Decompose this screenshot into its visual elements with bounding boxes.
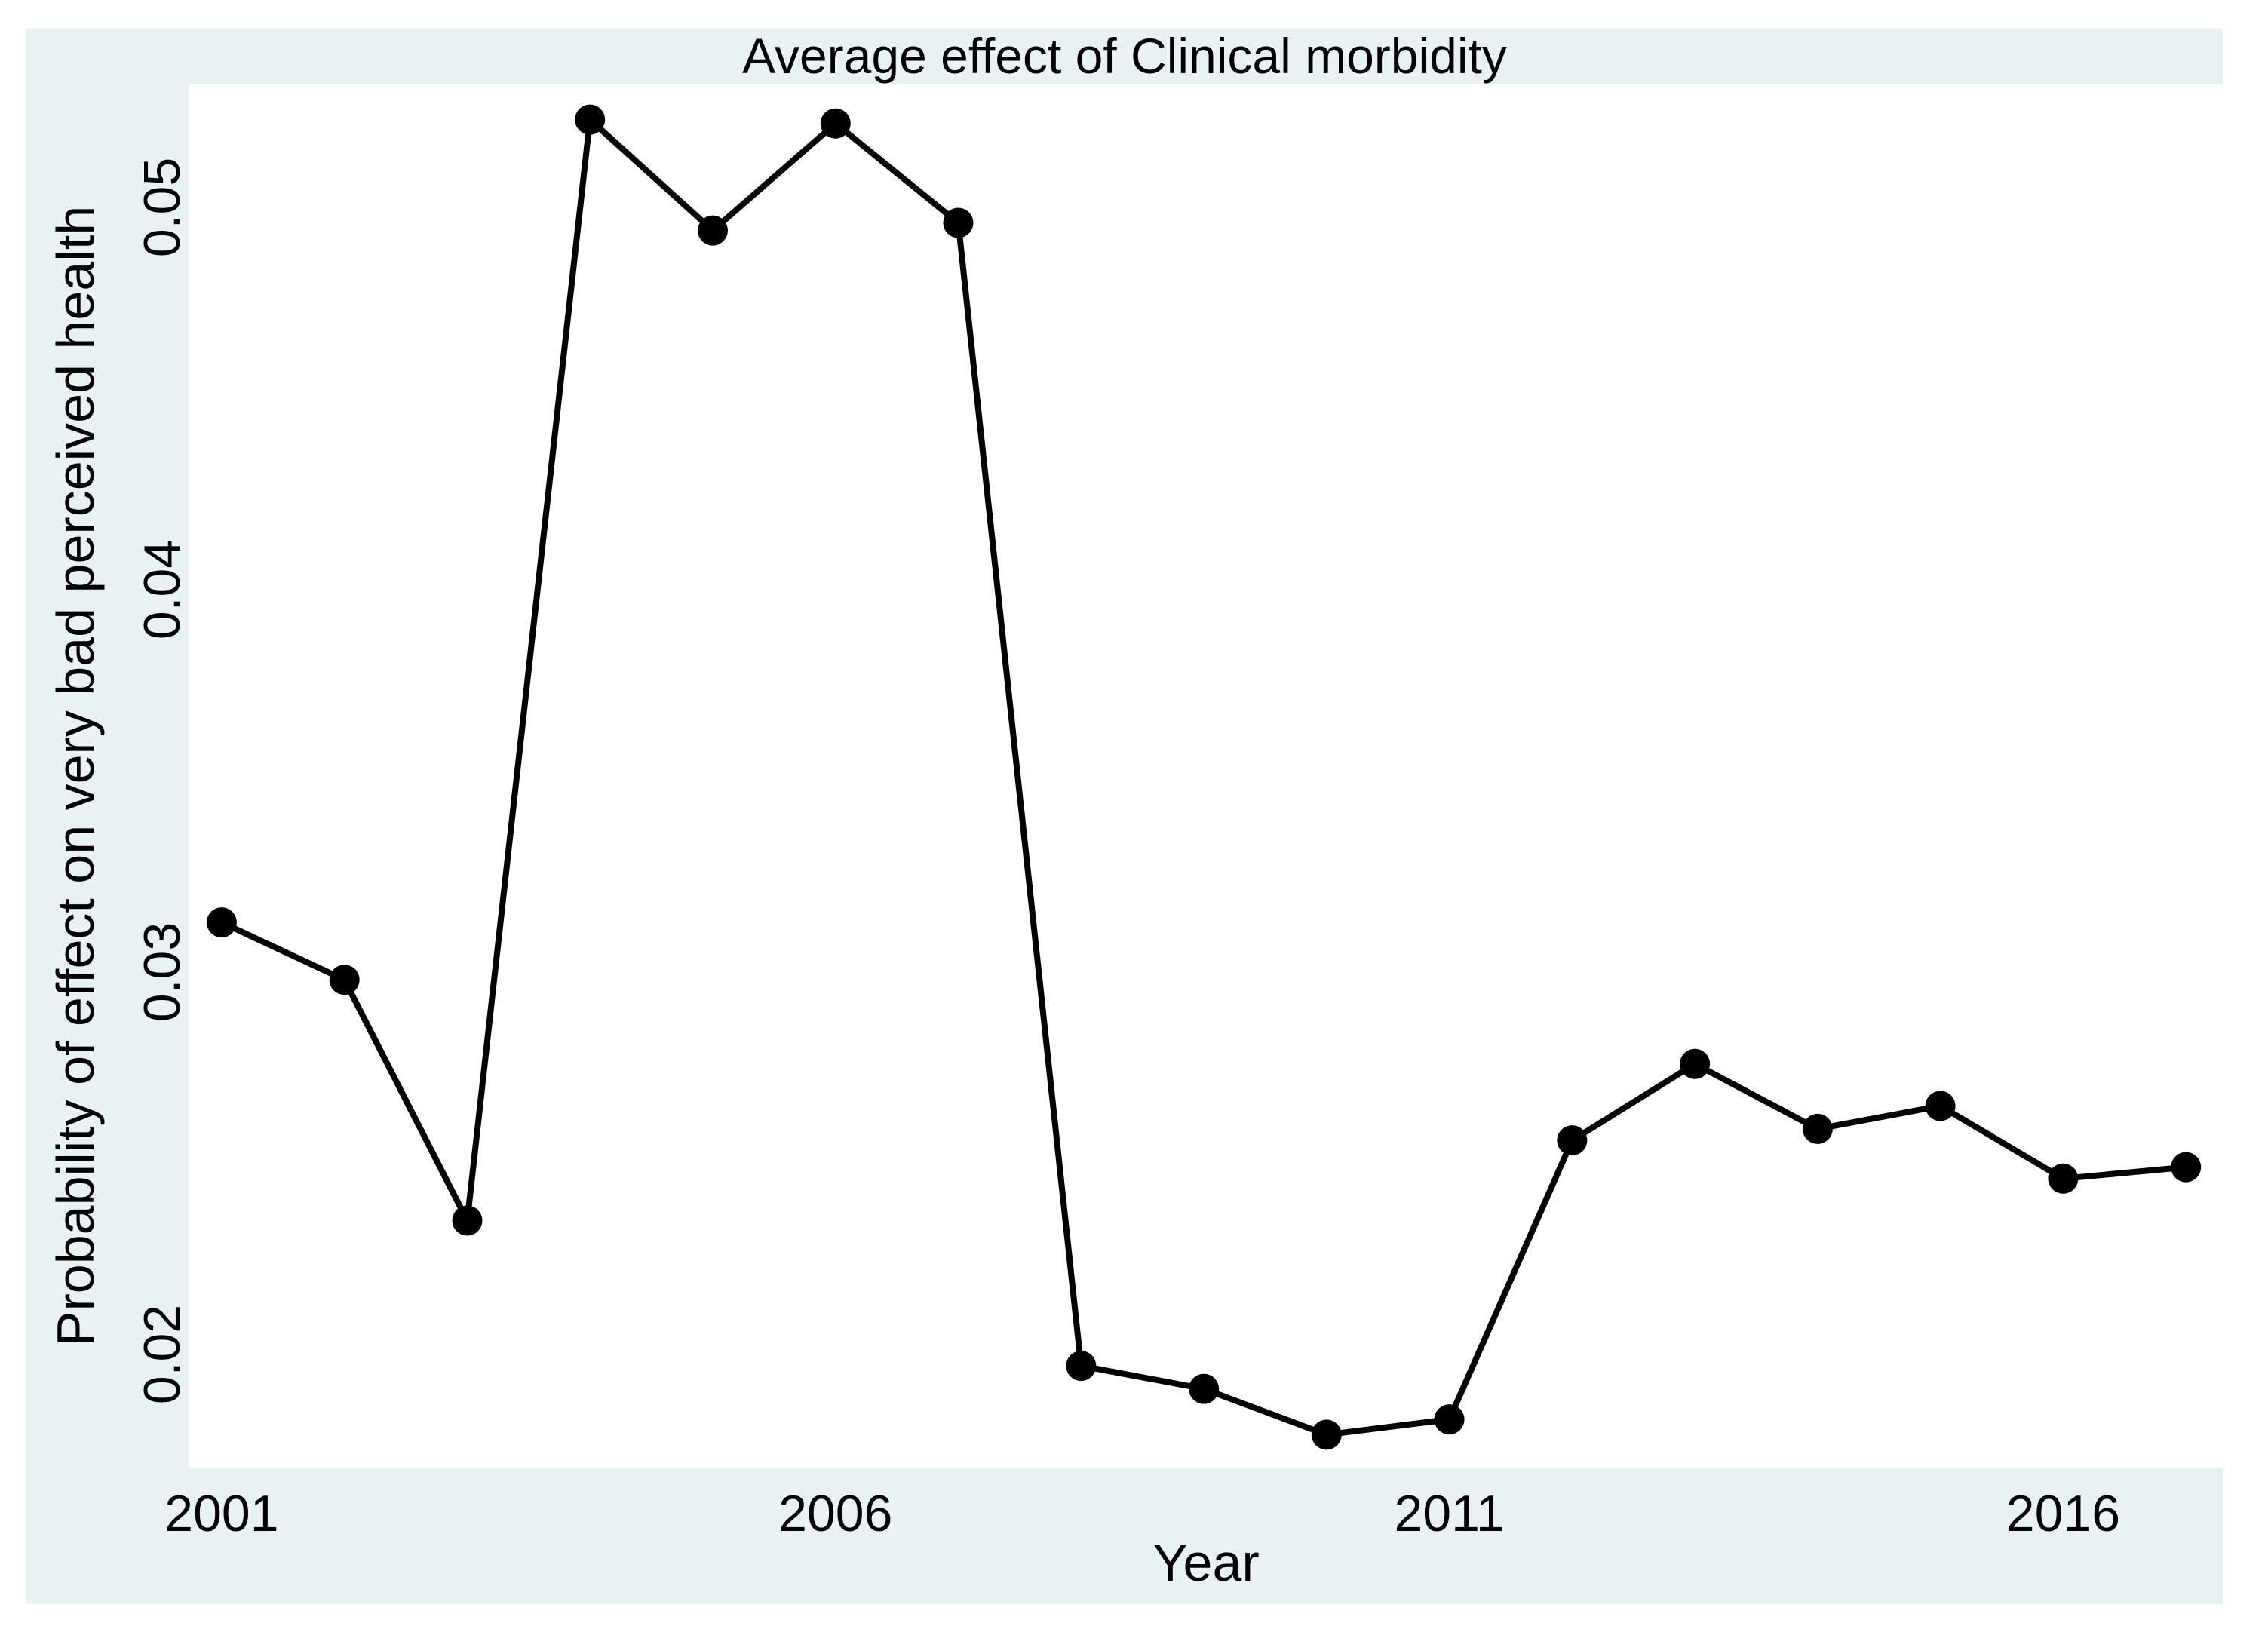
x-tick-label-2016: 2016 <box>2006 1485 2121 1542</box>
y-tick-label-0.03: 0.03 <box>134 922 191 1023</box>
x-tick-label-2011: 2011 <box>1394 1485 1505 1542</box>
data-point-2007 <box>943 207 974 238</box>
data-point-2012 <box>1557 1125 1588 1156</box>
data-point-2017 <box>2171 1152 2202 1183</box>
figure-canvas: Average effect of Clinical morbidity 0.0… <box>26 29 2223 1604</box>
chart-title: Average effect of Clinical morbidity <box>742 28 1507 84</box>
data-point-2005 <box>698 215 728 246</box>
data-point-2009 <box>1189 1373 1220 1404</box>
data-point-2013 <box>1680 1048 1711 1079</box>
y-tick-label-0.02: 0.02 <box>134 1304 191 1405</box>
x-axis-title: Year <box>1152 1533 1260 1592</box>
x-tick-label-2001: 2001 <box>164 1485 279 1542</box>
data-point-2004 <box>575 104 606 135</box>
data-point-2011 <box>1434 1404 1465 1435</box>
plot-area <box>189 84 2223 1468</box>
data-point-2001 <box>206 907 237 938</box>
y-tick-label-0.05: 0.05 <box>134 158 191 258</box>
data-point-2010 <box>1311 1419 1342 1450</box>
data-point-2016 <box>2048 1163 2079 1194</box>
data-point-2008 <box>1066 1351 1097 1382</box>
series-line <box>220 113 2187 1438</box>
line-series-svg <box>206 104 2202 1450</box>
data-point-2014 <box>1802 1113 1833 1144</box>
data-point-2003 <box>452 1205 483 1236</box>
data-point-2015 <box>1925 1091 1956 1121</box>
data-point-2006 <box>820 108 851 139</box>
y-axis-title: Probability of effect on very bad percei… <box>46 205 105 1347</box>
x-tick-label-2006: 2006 <box>778 1485 893 1542</box>
y-tick-label-0.04: 0.04 <box>134 539 191 640</box>
data-point-2002 <box>329 965 360 995</box>
